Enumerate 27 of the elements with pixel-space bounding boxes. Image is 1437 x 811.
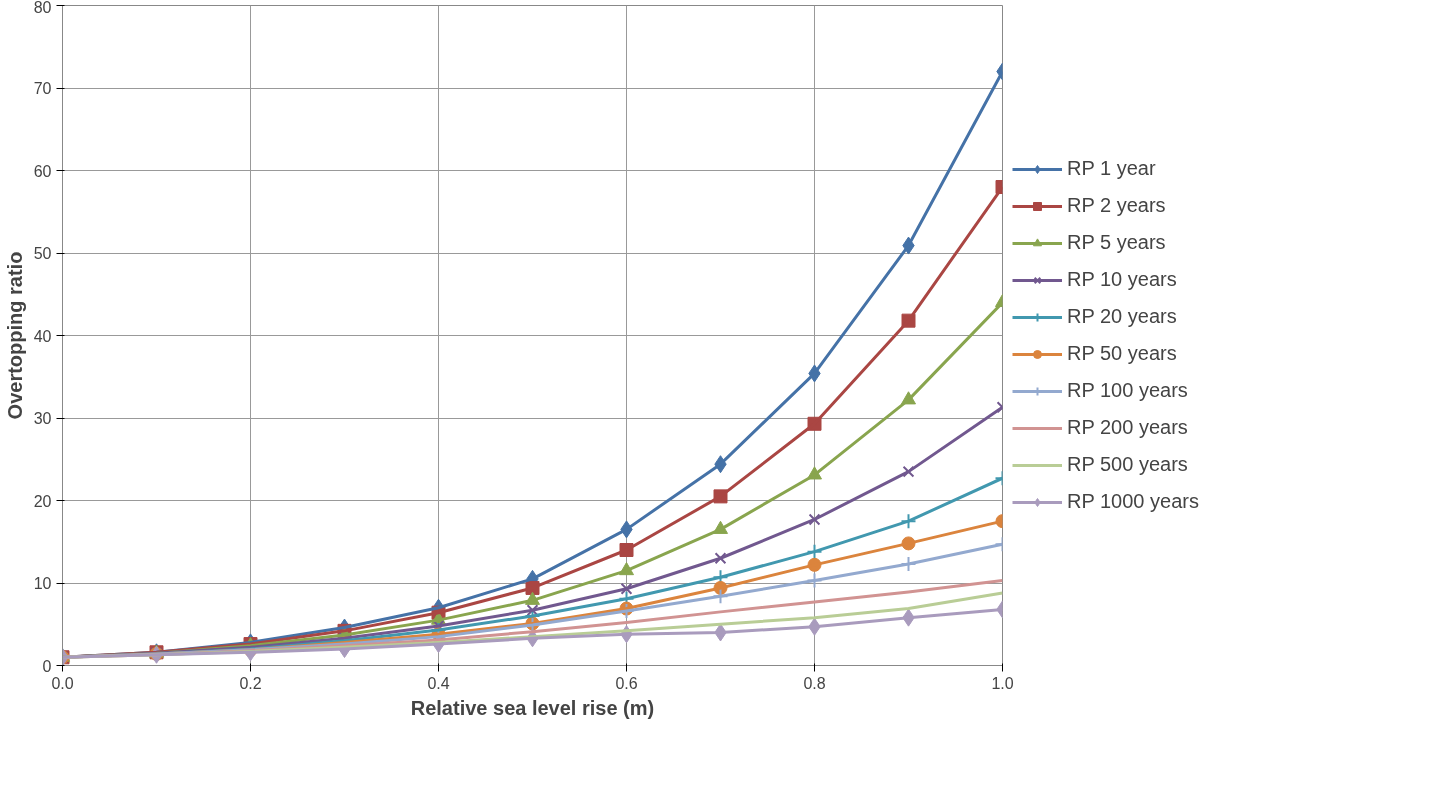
legend-label: RP 5 years	[1067, 231, 1166, 254]
y-tick-label: 60	[33, 162, 52, 180]
x-tick-label: 0.0	[51, 674, 74, 692]
x-tick-label: 0.8	[803, 674, 826, 692]
y-tick-label: 10	[33, 575, 52, 592]
y-tick-label: 20	[33, 492, 52, 510]
legend-label: RP 200 years	[1067, 416, 1188, 439]
legend-label: RP 2 years	[1067, 194, 1166, 217]
y-tick-label: 0	[42, 657, 52, 675]
x-tick-label: 0.2	[239, 674, 262, 692]
legend-label: RP 10 years	[1067, 268, 1177, 291]
y-tick-label: 50	[33, 245, 52, 262]
y-tick-label: 70	[33, 80, 52, 97]
y-tick-label: 40	[33, 327, 52, 345]
x-axis-title: Relative sea level rise (m)	[410, 696, 655, 719]
legend-label: RP 1000 years	[1067, 490, 1199, 513]
y-tick-label: 30	[33, 410, 52, 427]
y-axis-title: Overtopping ratio	[3, 251, 26, 420]
x-tick-label: 0.6	[615, 674, 638, 692]
legend-label: RP 50 years	[1067, 342, 1177, 365]
legend-label: RP 20 years	[1067, 305, 1177, 328]
x-tick-label: 1.0	[991, 674, 1014, 692]
legend-label: RP 500 years	[1067, 453, 1188, 476]
legend-label: RP 100 years	[1067, 379, 1188, 402]
y-tick-label: 80	[33, 0, 52, 16]
legend-label: RP 1 year	[1067, 157, 1156, 180]
x-tick-label: 0.4	[427, 674, 450, 692]
